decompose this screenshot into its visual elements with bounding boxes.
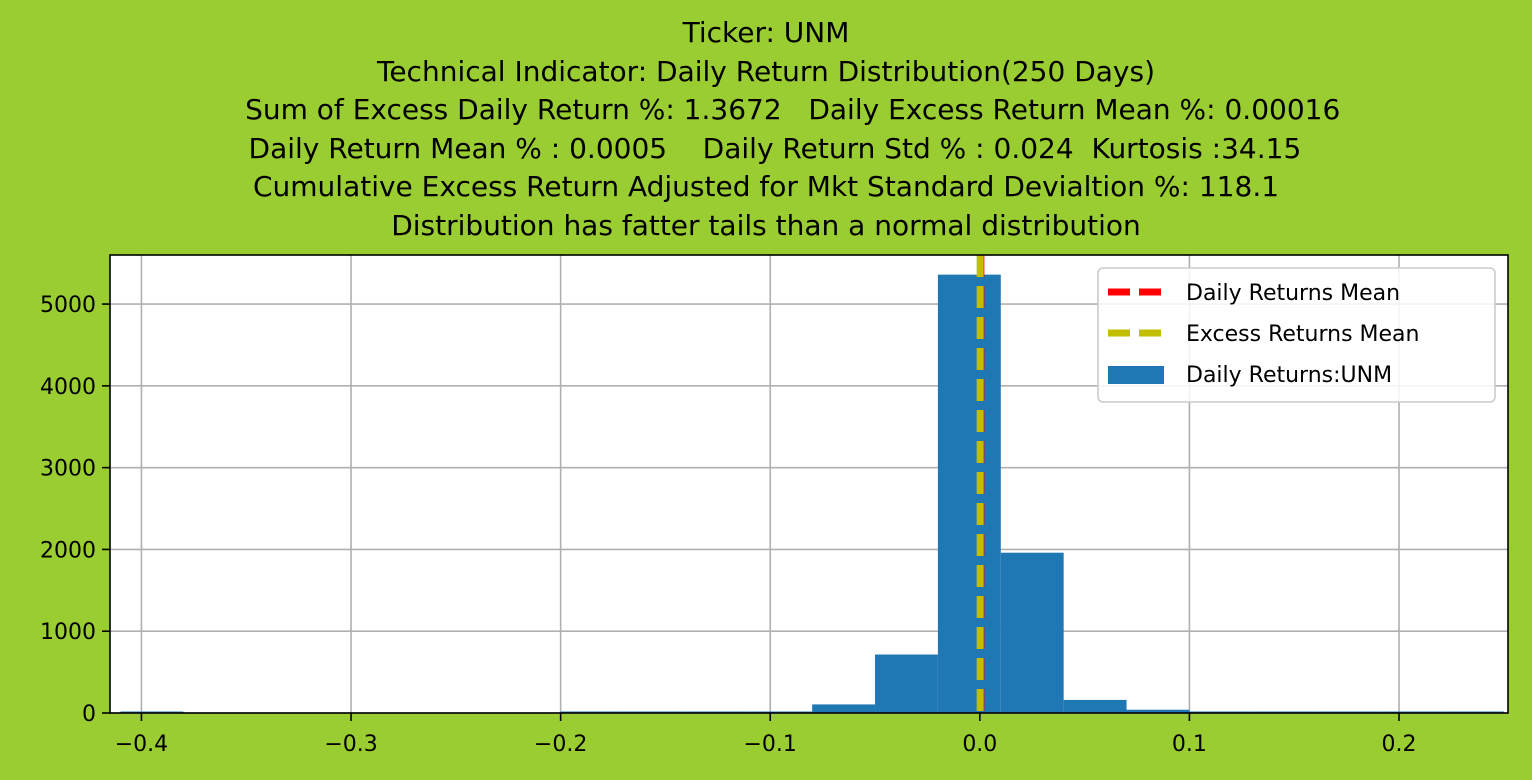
histogram-bars: [120, 274, 1504, 713]
title-line-ticker: Ticker: UNM: [682, 16, 850, 49]
title-line-return-stats: Daily Return Mean % : 0.0005 Daily Retur…: [230, 131, 1302, 165]
legend-box: [1097, 267, 1496, 403]
y-tick-label: 5000: [40, 293, 96, 318]
histogram-bar: [1000, 552, 1064, 713]
y-tick-label: 3000: [40, 457, 96, 482]
legend-label: Daily Returns:UNM: [1186, 363, 1392, 388]
histogram-bar: [1126, 709, 1190, 713]
y-tick-label: 2000: [40, 538, 96, 563]
title-line-distribution-note: Distribution has fatter tails than a nor…: [391, 208, 1141, 242]
histogram-bar: [812, 704, 876, 713]
mean-lines: [976, 255, 985, 713]
legend-label: Excess Returns Mean: [1186, 322, 1419, 347]
legend-label: Daily Returns Mean: [1186, 281, 1400, 306]
histogram-bar: [937, 274, 1001, 713]
legend-swatch: [1108, 366, 1164, 384]
title-line-excess-sum: Sum of Excess Daily Return %: 1.3672 Dai…: [191, 93, 1341, 126]
x-axis-ticks: −0.4 −0.3 −0.2 −0.1 0.0 0.1 0.2: [115, 713, 1417, 757]
x-tick-label: −0.3: [324, 732, 377, 757]
x-tick-label: 0.1: [1172, 732, 1207, 757]
chart-title: Ticker: UNM Technical Indicator: Daily R…: [0, 14, 1532, 245]
y-tick-label: 1000: [40, 620, 96, 645]
x-tick-label: −0.1: [744, 732, 797, 757]
y-tick-label: 4000: [40, 375, 96, 400]
x-tick-label: 0.2: [1382, 732, 1417, 757]
title-line-cumulative-excess: Cumulative Excess Return Adjusted for Mk…: [252, 170, 1280, 203]
histogram-bar: [875, 654, 938, 713]
title-line-indicator: Technical Indicator: Daily Return Distri…: [376, 54, 1156, 88]
y-tick-label: 0: [82, 702, 96, 727]
x-tick-label: −0.2: [534, 732, 587, 757]
x-tick-label: −0.4: [115, 732, 168, 757]
legend: Daily Returns Mean Excess Returns Mean Dai…: [1097, 267, 1496, 403]
plot-frame: [109, 254, 1509, 714]
histogram-bar: [1063, 699, 1127, 713]
x-tick-label: 0.0: [962, 732, 997, 757]
y-axis-ticks: 0 1000 2000 3000 4000 5000: [40, 293, 110, 727]
